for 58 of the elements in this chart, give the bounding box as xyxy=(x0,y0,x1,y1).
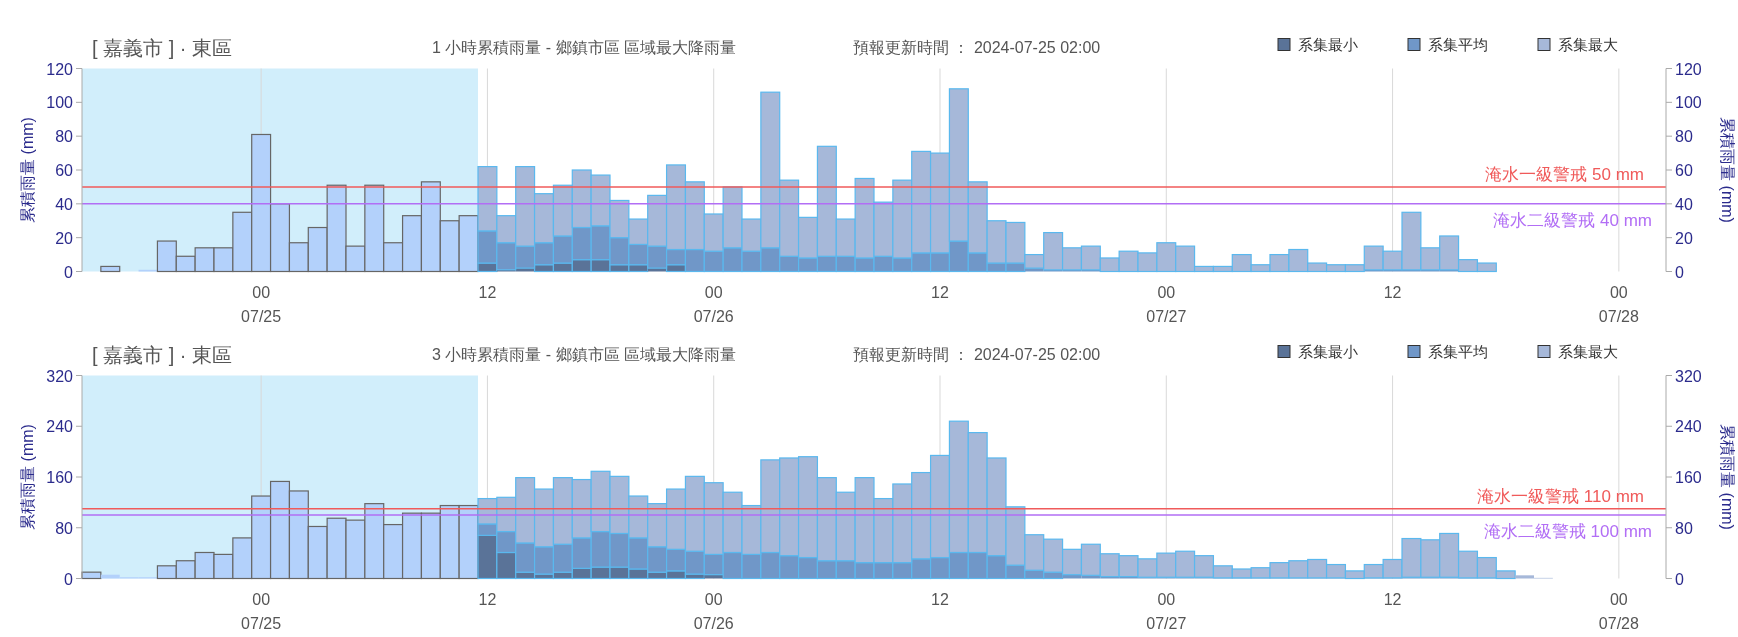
x-tick-label: 00 07/26 xyxy=(693,283,734,325)
ref-line-label: 淹水一級警戒 50 mm xyxy=(1485,164,1644,184)
y-tick-label: 100 xyxy=(46,94,74,112)
y2-tick-label: 80 xyxy=(1675,128,1693,146)
y2-tick-label: 320 xyxy=(1675,367,1702,385)
ref-line-label: 淹水一級警戒 110 mm xyxy=(1477,486,1644,506)
legend-label: 系集平均 xyxy=(1428,35,1488,53)
x-tick-label: 00 07/25 xyxy=(241,590,282,632)
x-tick-label: 12 xyxy=(478,283,497,301)
text: 預報更新時間 ： 2024-07-25 02:00 xyxy=(853,345,1101,363)
legend-label: 系集最小 xyxy=(1298,35,1358,53)
y2-tick-label: 20 xyxy=(1675,229,1693,247)
x-tick-label: 12 xyxy=(1383,590,1402,608)
chart-title: [ 嘉義市 ] · 東區 xyxy=(92,343,232,366)
y-tick-label: 20 xyxy=(55,229,74,247)
y-tick-label: 0 xyxy=(64,263,74,281)
y-tick-label: 240 xyxy=(46,418,74,436)
y2-tick-label: 80 xyxy=(1675,519,1693,537)
y-tick-label: 40 xyxy=(55,195,74,213)
y2-tick-label: 240 xyxy=(1675,418,1702,436)
y-tick-label: 80 xyxy=(55,519,74,537)
x-tick-label: 00 07/27 xyxy=(1146,590,1187,632)
ref-line-label: 淹水二級警戒 40 mm xyxy=(1493,210,1652,230)
x-tick-label: 12 xyxy=(931,590,949,608)
x-tick-label: 00 07/28 xyxy=(1598,283,1639,325)
text: 預報更新時間 ： 2024-07-25 02:00 xyxy=(853,38,1101,56)
y2-tick-label: 100 xyxy=(1675,94,1702,112)
y-axis-title: 累積雨量 (mm) xyxy=(19,117,36,223)
x-tick-label: 12 xyxy=(1383,283,1402,301)
y-tick-label: 0 xyxy=(64,570,74,588)
y2-tick-label: 0 xyxy=(1675,263,1684,281)
x-tick-label: 12 xyxy=(478,590,497,608)
y-tick-label: 320 xyxy=(46,367,74,385)
y2-axis-title: 累積雨量 (mm) xyxy=(1719,424,1736,530)
ref-line-label: 淹水二級警戒 100 mm xyxy=(1483,522,1652,542)
chart-subtitle: 3 小時累積雨量 - 鄉鎮市區 區域最大降雨量 xyxy=(432,345,737,363)
y-tick-label: 120 xyxy=(46,60,74,78)
y-axis-title: 累積雨量 (mm) xyxy=(19,424,36,530)
y-tick-label: 160 xyxy=(46,469,74,486)
y-tick-label: 60 xyxy=(55,162,74,179)
chart-subtitle: 1 小時累積雨量 - 鄉鎮市區 區域最大降雨量 xyxy=(432,38,737,56)
legend-label: 系集最大 xyxy=(1558,35,1618,53)
y2-tick-label: 0 xyxy=(1675,570,1684,588)
y2-axis-title: 累積雨量 (mm) xyxy=(1719,117,1736,223)
x-tick-label: 00 07/25 xyxy=(241,283,282,325)
chart-title: [ 嘉義市 ] · 東區 xyxy=(92,36,232,59)
y2-tick-label: 40 xyxy=(1675,195,1693,213)
y2-tick-label: 120 xyxy=(1675,60,1702,78)
legend-label: 系集最小 xyxy=(1298,342,1358,360)
legend-label: 系集平均 xyxy=(1428,342,1488,360)
x-tick-label: 00 07/26 xyxy=(693,590,734,632)
y-tick-label: 80 xyxy=(55,128,74,146)
x-tick-label: 00 07/28 xyxy=(1598,590,1639,632)
x-tick-label: 12 xyxy=(931,283,949,301)
y2-tick-label: 60 xyxy=(1675,162,1693,179)
legend-label: 系集最大 xyxy=(1558,342,1618,360)
y2-tick-label: 160 xyxy=(1675,469,1702,486)
x-tick-label: 00 07/27 xyxy=(1146,283,1187,325)
